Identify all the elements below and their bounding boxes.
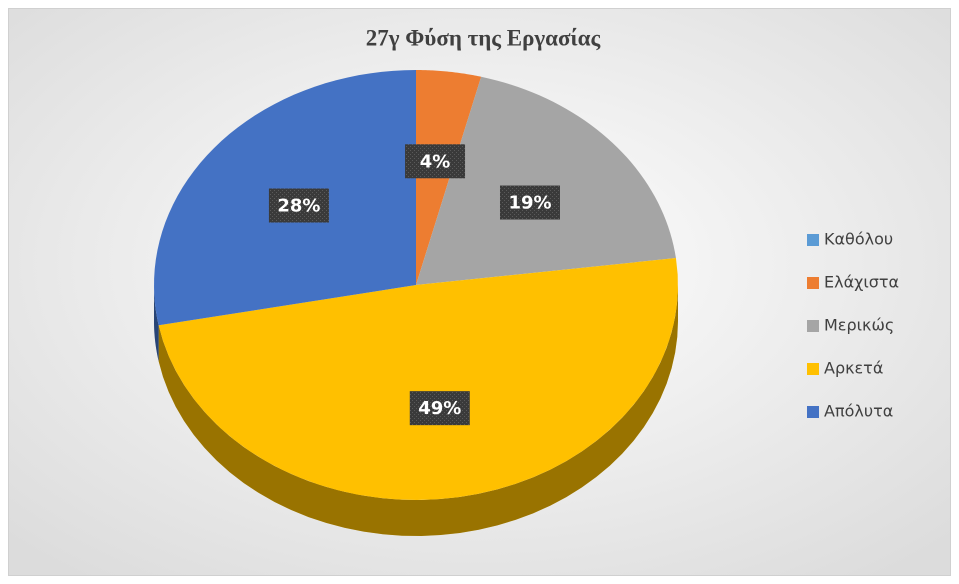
value-label-box: 4% <box>405 144 466 179</box>
value-label-bg <box>499 185 560 220</box>
legend-swatch <box>807 234 819 246</box>
value-label: 49% <box>418 398 461 419</box>
slice <box>416 76 676 285</box>
legend-swatch <box>807 277 819 289</box>
labels: 4% 19% 49% 28% <box>268 144 560 426</box>
slice-side <box>154 285 159 362</box>
legend-label: Καθόλου <box>824 230 893 249</box>
legend: Καθόλου Ελάχιστα Μερικώς Αρκετά Απόλυτα <box>807 230 899 421</box>
legend-label: Απόλυτα <box>824 402 893 421</box>
pie <box>154 70 678 536</box>
value-label-bg <box>409 391 470 426</box>
slice-side <box>158 285 678 536</box>
value-label-box: 28% <box>268 188 329 223</box>
value-label-bg <box>268 188 329 223</box>
value-label-box: 19% <box>499 185 560 220</box>
slice-side-shade <box>154 285 159 362</box>
legend-swatch <box>807 320 819 332</box>
value-label: 19% <box>508 193 551 214</box>
value-label: 28% <box>277 196 320 217</box>
legend-label: Μερικώς <box>824 316 894 335</box>
value-label: 4% <box>420 151 451 172</box>
legend-swatch <box>807 406 819 418</box>
chart-title: 27γ Φύση της Εργασίας <box>366 25 601 50</box>
slice <box>158 258 678 500</box>
legend-label: Ελάχιστα <box>824 273 899 292</box>
slice-side-shade <box>158 285 678 536</box>
value-label-box: 49% <box>409 391 470 426</box>
legend-swatch <box>807 363 819 375</box>
legend-label: Αρκετά <box>824 359 883 378</box>
value-label-bg <box>405 144 466 179</box>
